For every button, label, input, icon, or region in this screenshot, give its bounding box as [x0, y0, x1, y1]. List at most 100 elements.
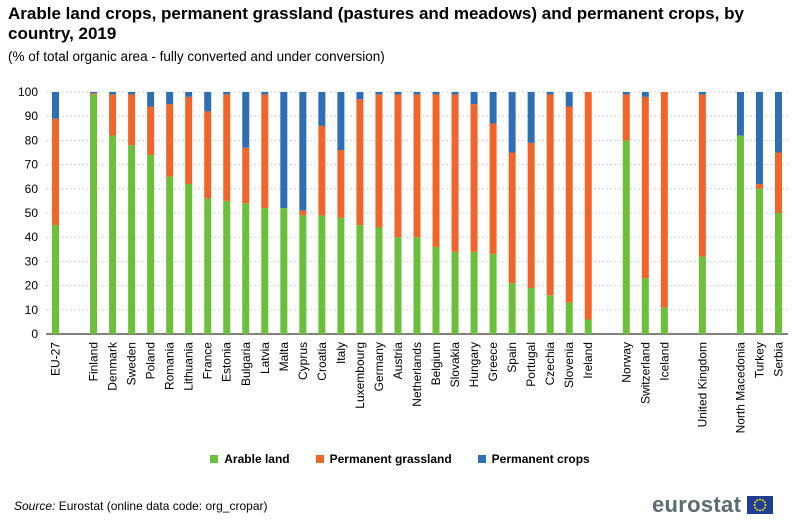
y-tick-label: 80	[25, 133, 39, 147]
y-tick-label: 0	[31, 327, 38, 341]
legend-label-grassland: Permanent grassland	[329, 452, 452, 466]
y-tick-label: 50	[25, 206, 39, 220]
x-tick-label: Latvia	[258, 342, 272, 374]
x-tick-label: Norway	[619, 342, 633, 383]
bar-arable	[318, 215, 326, 334]
x-tick-label: Slovakia	[448, 342, 462, 388]
bar-permanent	[508, 92, 516, 153]
x-tick-label: United Kingdom	[695, 342, 709, 427]
x-tick-label: Turkey	[752, 342, 766, 378]
bar-arable	[375, 227, 383, 334]
x-tick-label: Estonia	[220, 342, 234, 382]
bar-permanent	[261, 92, 269, 95]
bar-arable	[185, 183, 193, 334]
x-tick-label: Romania	[163, 342, 177, 390]
x-tick-label: Serbia	[771, 342, 785, 377]
bar-grassland	[546, 94, 554, 296]
bar-grassland	[299, 210, 307, 216]
bar-arable	[166, 176, 174, 334]
x-tick-label: Hungary	[467, 342, 481, 387]
bar-permanent	[565, 92, 573, 107]
y-tick-label: 100	[18, 85, 38, 99]
bar-arable	[280, 208, 288, 334]
bar-arable	[622, 140, 630, 334]
x-tick-label: France	[201, 342, 215, 380]
bar-grassland	[147, 106, 155, 155]
bar-arable	[565, 302, 573, 334]
x-tick-label: Spain	[505, 342, 519, 373]
bar-grassland	[204, 111, 212, 199]
chart-title: Arable land crops, permanent grassland (…	[8, 4, 744, 43]
y-tick-label: 40	[25, 230, 39, 244]
bar-grassland	[622, 94, 630, 141]
x-tick-label: EU-27	[49, 342, 63, 376]
bar-permanent	[413, 92, 421, 95]
bar-grassland	[698, 94, 706, 257]
x-tick-label: Luxembourg	[353, 342, 367, 409]
chart-legend: Arable land Permanent grassland Permanen…	[0, 452, 800, 466]
bar-permanent	[755, 92, 763, 184]
bar-permanent	[242, 92, 250, 148]
legend-swatch-permanent	[477, 455, 486, 463]
bar-permanent	[356, 92, 364, 100]
bar-arable	[508, 283, 516, 334]
x-tick-label: Bulgaria	[239, 342, 253, 386]
x-tick-label: Austria	[391, 342, 405, 380]
legend-item-grassland: Permanent grassland	[315, 452, 452, 466]
bar-arable	[90, 94, 98, 334]
x-tick-label: Croatia	[315, 342, 329, 381]
legend-swatch-arable	[210, 455, 219, 463]
bar-permanent	[641, 92, 649, 97]
bar-arable	[489, 254, 497, 334]
x-tick-label: Sweden	[125, 342, 139, 385]
bar-grassland	[52, 118, 60, 226]
bar-grassland	[166, 104, 174, 177]
source-text: Eurostat (online data code: org_cropar)	[55, 499, 268, 513]
x-tick-label: Switzerland	[638, 342, 652, 404]
x-tick-label: Czechia	[543, 342, 557, 386]
source-label: Source:	[14, 499, 56, 513]
bar-arable	[641, 278, 649, 334]
bar-arable	[660, 307, 668, 334]
bar-permanent	[622, 92, 630, 95]
bar-arable	[470, 251, 478, 334]
bar-grassland	[223, 94, 231, 201]
bar-grassland	[242, 147, 250, 204]
bar-grassland	[565, 106, 573, 303]
bar-grassland	[128, 94, 136, 146]
bar-grassland	[755, 183, 763, 189]
bar-permanent	[774, 92, 782, 153]
x-tick-label: Denmark	[106, 341, 120, 391]
bar-arable	[128, 145, 136, 334]
bar-arable	[337, 217, 345, 334]
bar-permanent	[451, 92, 459, 95]
legend-label-arable: Arable land	[224, 452, 290, 466]
x-tick-label: Netherlands	[410, 342, 424, 407]
x-tick-label: Lithuania	[182, 342, 196, 391]
bar-permanent	[375, 92, 383, 95]
eurostat-logo: eurostat	[652, 492, 774, 518]
bar-permanent	[52, 92, 60, 119]
bar-permanent	[470, 92, 478, 105]
bar-permanent	[546, 92, 554, 95]
y-tick-label: 60	[25, 182, 39, 196]
bar-permanent	[299, 92, 307, 211]
bar-arable	[413, 237, 421, 334]
bar-grassland	[318, 125, 326, 216]
bar-permanent	[736, 92, 744, 136]
bar-arable	[147, 154, 155, 334]
bar-permanent	[394, 92, 402, 95]
bar-permanent	[185, 92, 193, 97]
y-tick-label: 10	[25, 303, 39, 317]
eurostat-logo-text: eurostat	[652, 492, 742, 517]
x-tick-label: Portugal	[524, 342, 538, 387]
bar-grassland	[470, 104, 478, 252]
bar-grassland	[489, 123, 497, 255]
bar-arable	[584, 319, 592, 334]
bar-arable	[223, 200, 231, 334]
bar-permanent	[337, 92, 345, 151]
bar-grassland	[337, 150, 345, 218]
x-tick-label: Ireland	[581, 342, 595, 379]
bar-arable	[755, 188, 763, 334]
bar-arable	[52, 225, 60, 334]
